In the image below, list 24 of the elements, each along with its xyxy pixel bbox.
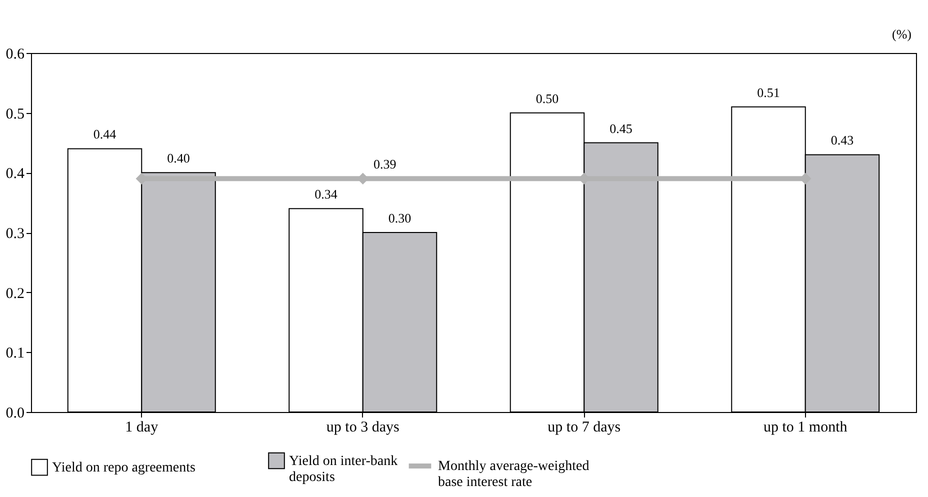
y-axis-title: (%) bbox=[892, 26, 912, 42]
y-tick-label: 0.5 bbox=[6, 106, 24, 122]
y-tick-label: 0.1 bbox=[6, 346, 24, 362]
legend-label: Monthly average-weighted base interest rate bbox=[438, 459, 590, 490]
x-tick-label: 1 day bbox=[125, 420, 159, 436]
data-label: 0.45 bbox=[610, 120, 632, 136]
x-tick-label: up to 3 days bbox=[326, 420, 400, 436]
data-label: 0.30 bbox=[388, 210, 412, 226]
data-label: 0.50 bbox=[536, 90, 559, 106]
data-label: 0.40 bbox=[167, 150, 190, 166]
y-tick-label: 0.3 bbox=[6, 226, 24, 242]
y-tick-label: 0.4 bbox=[6, 166, 25, 182]
legend-label: Yield on repo agreements bbox=[52, 460, 196, 476]
data-label: 0.39 bbox=[374, 156, 396, 172]
data-label: 0.44 bbox=[93, 126, 117, 142]
y-tick-label: 0.0 bbox=[6, 406, 24, 422]
data-label: 0.43 bbox=[830, 132, 854, 148]
data-label: 0.51 bbox=[757, 84, 780, 100]
data-label: 0.34 bbox=[314, 186, 338, 202]
y-tick-label: 0.6 bbox=[6, 46, 25, 62]
legend-label: Yield on inter-bank deposits bbox=[289, 454, 398, 485]
y-tick-label: 0.2 bbox=[6, 286, 24, 302]
x-tick-label: up to 7 days bbox=[548, 420, 621, 436]
x-tick-label: up to 1 month bbox=[763, 420, 848, 436]
